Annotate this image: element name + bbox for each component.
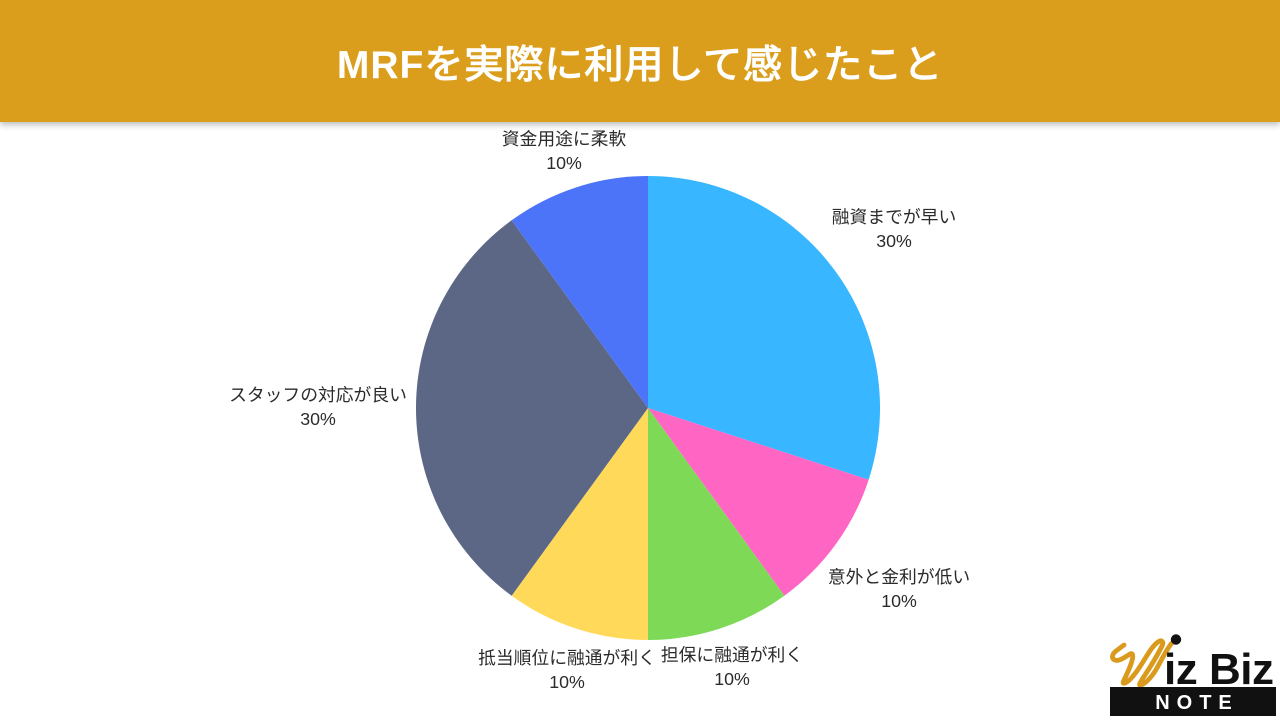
svg-text:iz Biz: iz Biz <box>1164 645 1273 694</box>
svg-text:NOTE: NOTE <box>1155 692 1239 714</box>
